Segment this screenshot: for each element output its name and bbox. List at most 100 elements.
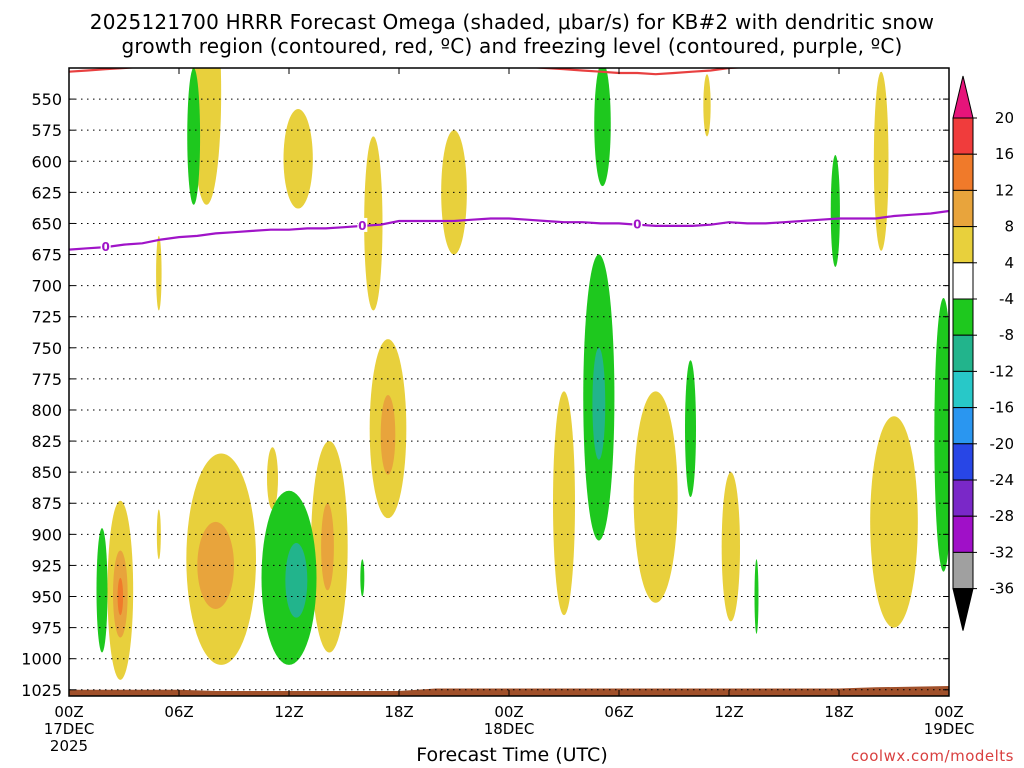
colorbar-label-1: 16: [995, 145, 1014, 163]
xtick-label-48-1: 19DEC: [924, 720, 975, 738]
chart-title-line-1: 2025121700 HRRR Forecast Omega (shaded, …: [89, 10, 935, 34]
colorbar-label-8: -16: [990, 399, 1015, 417]
colorbar-swatch-5: [952, 298, 974, 336]
colorbar-swatch-3: [952, 226, 974, 264]
colorbar-label-0: 20: [995, 109, 1014, 127]
colorbar-swatch-1: [952, 153, 974, 191]
xtick-label-36-0: 12Z: [714, 703, 743, 721]
colorbar: 20 16 12 8 4 -4 -8 -12 -16 -20 -24 -28 -32 -36: [952, 75, 1015, 631]
omega-region-15: [267, 447, 278, 510]
y-axis: 550 575 600 625 650 675 700 725 750 775 800 825 850 8…: [21, 90, 949, 700]
omega-region-33: [934, 298, 949, 572]
ytick-label-600: 600: [31, 152, 62, 171]
ytick-label-550: 550: [31, 90, 62, 109]
x-axis-label: Forecast Time (UTC): [416, 744, 608, 766]
colorbar-swatch-11: [952, 515, 974, 553]
freezing-label-2: 0: [101, 240, 109, 254]
colorbar-swatch-8: [952, 407, 974, 445]
colorbar-label-9: -20: [990, 435, 1015, 453]
omega-region-4: [156, 235, 162, 311]
colorbar-swatch-10: [952, 479, 974, 517]
ytick-label-850: 850: [31, 463, 62, 482]
xtick-label-12-0: 12Z: [274, 703, 303, 721]
omega-region-6: [873, 71, 889, 251]
omega-region-20: [721, 472, 740, 622]
omega-region-27: [285, 543, 308, 618]
colorbar-label-10: -24: [990, 471, 1015, 489]
omega-region-23: [594, 68, 611, 187]
colorbar-label-3: 8: [1004, 218, 1014, 236]
colorbar-label-4: 4: [1004, 254, 1014, 272]
omega-region-18: [553, 391, 575, 616]
chart-title-line-2: growth region (contoured, red, ºC) and f…: [121, 34, 903, 58]
colorbar-swatch-9: [952, 443, 974, 481]
freezing-label-bg-31: [632, 216, 643, 231]
omega-region-1: [283, 109, 313, 209]
credit-text: coolwx.com/modelts: [850, 747, 1014, 765]
xtick-label-18-0: 18Z: [384, 703, 413, 721]
ytick-label-925: 925: [31, 556, 62, 575]
ytick-label-1000: 1000: [21, 650, 62, 669]
freezing-label-bg-16: [357, 217, 368, 232]
omega-region-17: [321, 503, 334, 591]
omega-region-22: [187, 68, 201, 205]
omega-region-21: [870, 416, 918, 628]
colorbar-swatch-2: [952, 189, 974, 228]
omega-region-31: [685, 360, 696, 498]
colorbar-label-2: 12: [995, 181, 1014, 199]
ytick-label-950: 950: [31, 588, 62, 607]
xtick-label-30-0: 06Z: [604, 703, 633, 721]
omega-region-28: [360, 559, 365, 597]
ytick-label-800: 800: [31, 401, 62, 420]
ytick-label-975: 975: [31, 619, 62, 638]
omega-shaded-regions: [96, 68, 949, 680]
omega-region-30: [592, 347, 606, 460]
omega-region-14: [156, 509, 161, 560]
omega-region-2: [364, 136, 383, 311]
colorbar-swatch-6: [952, 334, 974, 372]
ytick-label-725: 725: [31, 308, 62, 327]
colorbar-bottom-arrow: [952, 588, 974, 631]
colorbar-top-arrow: [952, 75, 974, 119]
omega-region-5: [703, 74, 711, 137]
colorbar-label-11: -28: [990, 507, 1015, 525]
omega-region-25: [96, 528, 108, 653]
contour-lines: 0 0 0: [69, 68, 949, 254]
colorbar-label-12: -32: [990, 543, 1015, 561]
ytick-label-625: 625: [31, 183, 62, 202]
ytick-label-675: 675: [31, 246, 62, 265]
colorbar-label-5: -4: [999, 290, 1014, 308]
ytick-label-575: 575: [31, 121, 62, 140]
ytick-label-775: 775: [31, 370, 62, 389]
ytick-label-700: 700: [31, 277, 62, 296]
colorbar-swatch-4: [952, 262, 974, 300]
xtick-label-42-0: 18Z: [824, 703, 853, 721]
freezing-level-line: [69, 209, 949, 251]
gridlines: [69, 98, 949, 691]
omega-region-32: [754, 559, 759, 634]
ytick-label-875: 875: [31, 494, 62, 513]
freezing-label-16: 0: [358, 219, 366, 233]
colorbar-label-6: -8: [999, 326, 1014, 344]
xtick-label-24-1: 18DEC: [484, 720, 535, 738]
xtick-label-0-2: 2025: [50, 737, 88, 755]
ytick-label-650: 650: [31, 214, 62, 233]
ytick-label-825: 825: [31, 432, 62, 451]
ytick-label-900: 900: [31, 525, 62, 544]
colorbar-swatch-12: [952, 551, 974, 590]
colorbar-label-7: -12: [990, 362, 1015, 380]
colorbar-swatch-7: [952, 370, 974, 409]
freezing-label-bg-2: [100, 239, 111, 254]
colorbar-label-13: -36: [990, 580, 1015, 598]
xtick-label-6-0: 06Z: [164, 703, 193, 721]
omega-region-8: [380, 395, 396, 475]
omega-region-13: [117, 577, 124, 616]
omega-region-24: [830, 155, 840, 267]
xtick-label-48-0: 00Z: [934, 703, 963, 721]
xtick-label-24-0: 00Z: [494, 703, 523, 721]
freezing-label-31: 0: [633, 218, 641, 232]
xtick-label-0-0: 00Z: [54, 703, 83, 721]
omega-region-19: [633, 391, 678, 603]
